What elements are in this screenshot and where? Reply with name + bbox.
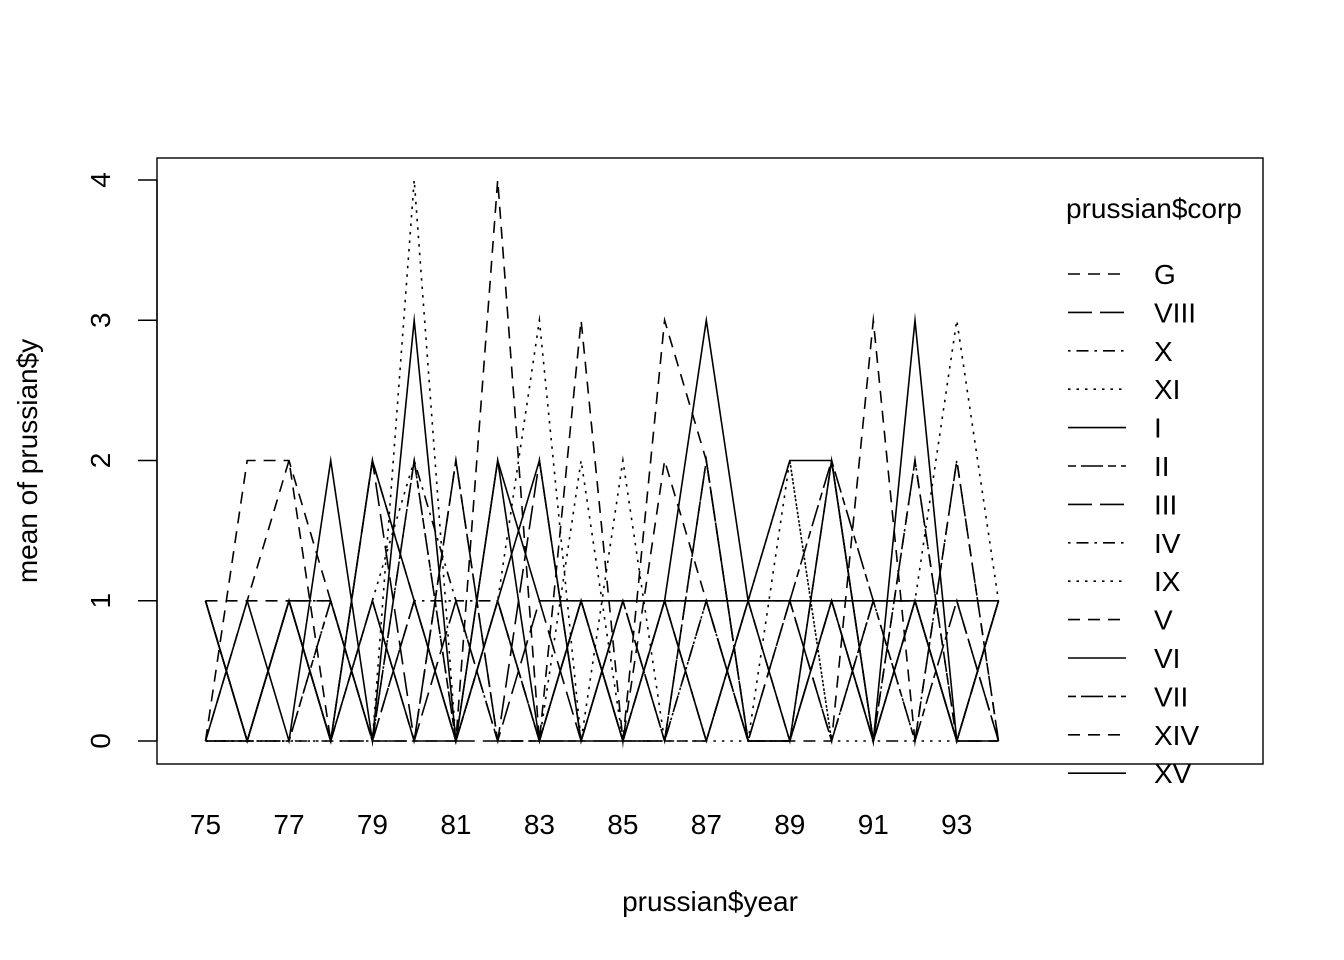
y-tick-label: 2 <box>85 453 116 469</box>
x-tick-label: 79 <box>357 809 388 840</box>
series-lines <box>204 169 1000 751</box>
y-tick-label: 3 <box>85 312 116 328</box>
x-axis: 75 77 79 81 83 85 87 89 91 93 <box>190 809 972 840</box>
x-axis-label: prussian$year <box>622 886 798 917</box>
legend-label-g: G <box>1154 259 1176 290</box>
x-tick-label: 87 <box>691 809 722 840</box>
legend-label-xi: XI <box>1154 374 1180 405</box>
series-line-xi <box>205 169 1000 746</box>
legend-label-ii: II <box>1154 451 1170 482</box>
legend-label-vii: VII <box>1154 681 1188 712</box>
x-tick-label: 89 <box>774 809 805 840</box>
legend-label-xiv: XIV <box>1154 720 1199 751</box>
x-tick-label: 85 <box>607 809 638 840</box>
legend-label-vi: VI <box>1154 643 1180 674</box>
legend-label-i: I <box>1154 413 1162 444</box>
legend-label-xv: XV <box>1154 758 1192 789</box>
legend: prussian$corp GVIIIXXIIIIIIIIVIXVVIVIIXI… <box>1066 193 1242 789</box>
legend-title: prussian$corp <box>1066 193 1242 224</box>
x-tick-label: 77 <box>273 809 304 840</box>
y-tick-label: 0 <box>85 733 116 749</box>
legend-label-v: V <box>1154 605 1173 636</box>
series-line-vii <box>204 455 1000 744</box>
x-tick-label: 83 <box>524 809 555 840</box>
legend-label-iii: III <box>1154 489 1177 520</box>
y-tick-label: 1 <box>85 593 116 609</box>
y-axis: 0 1 2 3 4 <box>85 172 158 749</box>
x-tick-label: 93 <box>941 809 972 840</box>
legend-label-ix: IX <box>1154 566 1181 597</box>
x-tick-label: 75 <box>190 809 221 840</box>
y-tick-label: 4 <box>85 172 116 188</box>
y-axis-label: mean of prussian$y <box>12 339 43 583</box>
legend-label-x: X <box>1154 336 1173 367</box>
plot-frame <box>156 157 1264 765</box>
legend-label-viii: VIII <box>1154 297 1196 328</box>
legend-label-iv: IV <box>1154 528 1181 559</box>
x-tick-label: 81 <box>440 809 471 840</box>
series-line-v <box>204 169 1000 751</box>
series-line-xv <box>204 456 999 745</box>
x-tick-label: 91 <box>858 809 889 840</box>
